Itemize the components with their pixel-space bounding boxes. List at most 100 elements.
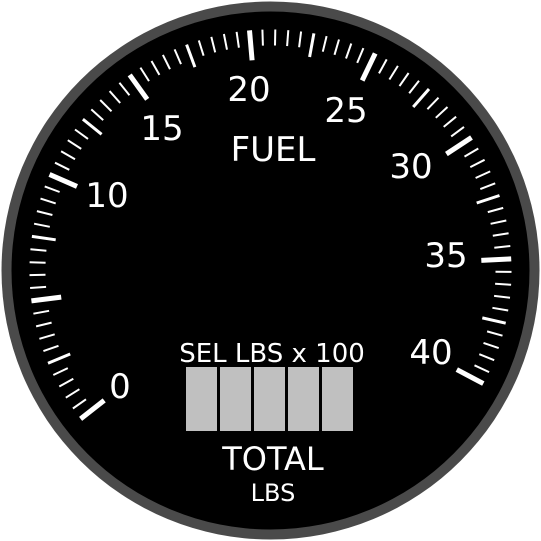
- minor-tick: [118, 82, 131, 96]
- major-tick: [31, 294, 62, 304]
- minor-tick: [72, 398, 87, 410]
- total-label: TOTAL: [221, 440, 324, 478]
- scale-label-35: 35: [424, 236, 467, 276]
- digit-window-4: [288, 367, 319, 431]
- minor-tick: [33, 222, 50, 228]
- minor-tick: [450, 126, 465, 138]
- minor-tick: [345, 43, 353, 59]
- minor-tick: [162, 54, 171, 70]
- minor-tick: [492, 232, 509, 237]
- major-tick: [359, 52, 378, 82]
- minor-tick: [139, 67, 150, 82]
- minor-tick: [487, 206, 504, 214]
- minor-tick: [308, 33, 316, 58]
- minor-tick: [378, 58, 388, 74]
- minor-tick: [475, 170, 491, 179]
- minor-tick: [65, 388, 80, 399]
- minor-tick: [52, 367, 69, 376]
- minor-tick: [185, 44, 197, 68]
- minor-tick: [435, 106, 449, 119]
- minor-tick: [81, 118, 103, 136]
- minor-tick: [36, 210, 53, 216]
- minor-tick: [478, 353, 495, 362]
- major-tick: [48, 172, 78, 189]
- major-tick: [481, 256, 512, 263]
- minor-tick: [60, 150, 76, 161]
- minor-tick: [494, 245, 511, 249]
- minor-tick: [356, 47, 365, 64]
- minor-tick: [54, 161, 70, 171]
- minor-tick: [31, 234, 56, 242]
- minor-tick: [35, 321, 52, 328]
- selector-label: SEL LBS x 100: [179, 339, 365, 369]
- digit-window-3: [254, 367, 285, 431]
- minor-tick: [67, 139, 82, 150]
- scale-label-25: 25: [324, 91, 367, 131]
- minor-tick: [412, 88, 431, 108]
- minor-tick: [108, 90, 121, 104]
- scale-label-20: 20: [227, 70, 270, 110]
- minor-tick: [44, 185, 60, 193]
- minor-tick: [443, 115, 457, 128]
- minor-tick: [235, 31, 240, 48]
- minor-tick: [388, 65, 399, 81]
- minor-tick: [39, 333, 55, 340]
- minor-tick: [222, 33, 228, 50]
- scale-labels: 0 10 15 20 25 30 35 40: [85, 70, 467, 407]
- scale-label-30: 30: [389, 147, 432, 187]
- minor-tick: [469, 158, 486, 168]
- minor-tick: [30, 248, 47, 252]
- minor-tick: [150, 60, 161, 76]
- minor-tick: [486, 330, 503, 337]
- minor-tick: [474, 364, 490, 374]
- minor-tick: [490, 219, 507, 225]
- minor-tick: [426, 97, 440, 110]
- minor-tick: [463, 147, 479, 158]
- major-tick: [455, 367, 485, 386]
- scale-label-10: 10: [85, 176, 128, 216]
- major-tick: [127, 73, 150, 101]
- minor-tick: [261, 29, 264, 46]
- major-tick: [445, 135, 473, 157]
- digit-window-1: [186, 367, 217, 431]
- digit-window-5: [322, 367, 353, 431]
- minor-tick: [99, 99, 113, 113]
- gauge-title: FUEL: [231, 130, 316, 170]
- minor-tick: [493, 294, 511, 299]
- digit-window-2: [220, 367, 251, 431]
- digit-counter: [186, 367, 353, 431]
- minor-tick: [495, 282, 512, 286]
- minor-tick: [398, 72, 410, 87]
- minor-tick: [481, 316, 507, 325]
- minor-tick: [43, 344, 59, 353]
- minor-tick: [298, 31, 303, 48]
- minor-tick: [333, 39, 340, 56]
- minor-tick: [58, 377, 74, 388]
- scale-label-0: 0: [109, 367, 131, 407]
- minor-tick: [40, 197, 57, 205]
- minor-tick: [408, 80, 420, 94]
- minor-tick: [479, 182, 496, 191]
- major-tick: [247, 30, 255, 61]
- minor-tick: [483, 341, 500, 350]
- major-tick: [79, 398, 106, 421]
- minor-tick: [74, 128, 89, 140]
- minor-tick: [210, 36, 217, 53]
- minor-tick: [29, 261, 46, 264]
- minor-tick: [286, 30, 290, 47]
- minor-tick: [476, 194, 500, 205]
- scale-label-40: 40: [409, 333, 452, 373]
- scale-ticks: [29, 29, 512, 421]
- scale-label-15: 15: [140, 109, 183, 149]
- minor-tick: [90, 108, 104, 121]
- units-label: LBS: [251, 479, 296, 507]
- minor-tick: [197, 40, 205, 56]
- minor-tick: [321, 35, 328, 52]
- minor-tick: [33, 309, 50, 315]
- gauge-face: [11, 11, 530, 530]
- minor-tick: [492, 306, 509, 312]
- minor-tick: [30, 285, 47, 289]
- minor-tick: [173, 49, 182, 65]
- minor-tick: [47, 352, 71, 365]
